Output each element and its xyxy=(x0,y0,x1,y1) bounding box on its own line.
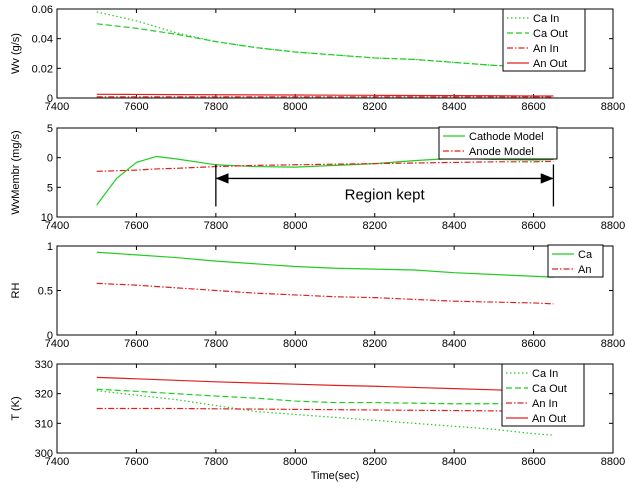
x-tick-label: 7800 xyxy=(204,101,228,113)
x-tick-label: 7400 xyxy=(45,338,69,350)
x-tick-label: 8400 xyxy=(442,101,466,113)
x-tick-label: 7400 xyxy=(45,101,69,113)
series-line xyxy=(96,93,554,97)
x-tick-label: 7600 xyxy=(124,456,148,468)
subplot: 7400 7600 7800 8000 8200 8400 8600 8800 0 0.5 1 RH C… xyxy=(10,241,625,350)
y-tick-label: 1 xyxy=(47,241,53,253)
x-tick-label: 7800 xyxy=(204,338,228,350)
y-tick-label: 0.02 xyxy=(32,63,53,75)
y-tick-label: 0 xyxy=(47,330,53,342)
legend: Ca In Ca Out An In An Out xyxy=(502,8,586,72)
y-axis-label: RH xyxy=(10,283,22,299)
y-tick-label: 0.06 xyxy=(32,4,53,16)
y-tick-label: 330 xyxy=(35,359,53,371)
series-line xyxy=(96,251,554,278)
x-tick-label: 8200 xyxy=(362,338,386,350)
x-tick-label: 7600 xyxy=(124,338,148,350)
legend-label: Ca Out xyxy=(532,383,567,395)
annotation-text: Region kept xyxy=(345,186,426,203)
series-line xyxy=(96,376,554,393)
x-tick-label: 8200 xyxy=(362,456,386,468)
y-tick-label: 310 xyxy=(35,418,53,430)
legend-label: An In xyxy=(533,43,559,55)
x-tick-label: 8600 xyxy=(521,456,545,468)
y-axis-label: Wv (g/s) xyxy=(10,33,22,74)
legend-box xyxy=(502,8,586,72)
axes-box xyxy=(56,245,614,336)
x-tick-label: 8200 xyxy=(362,220,386,232)
y-tick-label: 0.04 xyxy=(32,34,53,46)
x-axis-label: Time(sec) xyxy=(311,470,359,482)
subplot: 7400 7600 7800 8000 8200 8400 8600 8800 0 0.02 0.0… xyxy=(10,4,625,113)
legend-label: An xyxy=(578,264,591,276)
subplot: 7400 7600 7800 8000 8200 8400 8600 8800 10 5 0 5 WvM… xyxy=(10,123,625,232)
x-tick-label: 7600 xyxy=(124,220,148,232)
y-axis-label: T (K) xyxy=(10,396,22,420)
series-line xyxy=(96,282,554,305)
x-tick-label: 8000 xyxy=(283,220,307,232)
x-tick-label: 8800 xyxy=(601,456,625,468)
y-tick-label: 5 xyxy=(47,123,53,135)
y-axis-label: WvMembr (mg/s) xyxy=(10,130,22,214)
x-tick-label: 7600 xyxy=(124,101,148,113)
legend-label: Ca In xyxy=(533,13,559,25)
y-tick-label: 0.5 xyxy=(38,286,53,298)
legend-box xyxy=(501,363,585,427)
x-tick-label: 8000 xyxy=(283,338,307,350)
x-tick-label: 8000 xyxy=(283,456,307,468)
x-tick-label: 8400 xyxy=(442,338,466,350)
legend-label: Ca Out xyxy=(533,28,568,40)
x-tick-label: 8200 xyxy=(362,101,386,113)
x-tick-label: 7800 xyxy=(204,220,228,232)
legend-box xyxy=(547,244,604,278)
x-tick-label: 8400 xyxy=(442,220,466,232)
legend-label: An Out xyxy=(533,58,567,70)
series-line xyxy=(96,388,554,405)
y-tick-label: 0 xyxy=(47,153,53,165)
series-line xyxy=(96,407,554,413)
x-tick-label: 8800 xyxy=(601,220,625,232)
y-tick-label: 300 xyxy=(35,448,53,460)
x-tick-label: 8000 xyxy=(283,101,307,113)
legend-label: Ca In xyxy=(532,368,558,380)
x-tick-label: 7400 xyxy=(45,456,69,468)
x-tick-label: 7400 xyxy=(45,220,69,232)
x-tick-label: 8600 xyxy=(521,220,545,232)
legend-label: An Out xyxy=(532,413,566,425)
legend: Cathode Model Anode Model xyxy=(438,126,558,160)
y-tick-label: 0 xyxy=(47,93,53,105)
legend-label: An In xyxy=(532,398,558,410)
x-tick-label: 8400 xyxy=(442,456,466,468)
legend-box xyxy=(438,126,558,160)
series-line xyxy=(96,160,554,172)
y-tick-label: 320 xyxy=(35,389,53,401)
x-tick-label: 8800 xyxy=(601,338,625,350)
legend: Ca In Ca Out An In An Out xyxy=(501,363,585,427)
x-tick-label: 8800 xyxy=(601,101,625,113)
y-tick-label: 5 xyxy=(47,182,53,194)
legend-label: Ca xyxy=(578,249,593,261)
y-tick-label: 10 xyxy=(41,212,53,224)
legend-label: Cathode Model xyxy=(469,131,544,143)
x-tick-label: 7800 xyxy=(204,456,228,468)
x-tick-label: 8600 xyxy=(521,101,545,113)
series-line xyxy=(96,23,554,69)
x-tick-label: 8600 xyxy=(521,338,545,350)
legend-label: Anode Model xyxy=(469,146,534,158)
subplot: 7400 7600 7800 8000 8200 8400 8600 8800 300 310 32… xyxy=(10,359,625,482)
legend: Ca An xyxy=(547,244,604,278)
